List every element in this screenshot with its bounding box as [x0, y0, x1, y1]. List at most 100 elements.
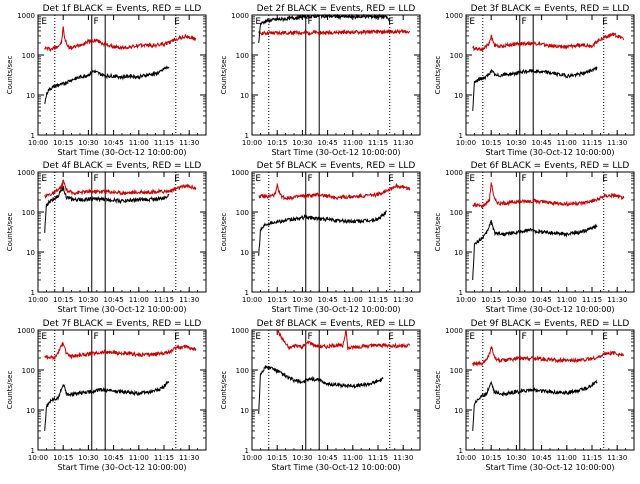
x-tick-label: 10:30	[506, 454, 526, 462]
x-tick-label: 10:45	[318, 139, 338, 147]
x-tick-label: 10:00	[456, 296, 476, 304]
x-tick-label: 10:15	[267, 296, 287, 304]
y-tick-label: 1	[31, 132, 35, 140]
y-tick-label: 1	[245, 132, 249, 140]
flag-label: E	[469, 174, 475, 184]
x-tick-label: 10:30	[292, 296, 312, 304]
flag-label: E	[174, 332, 180, 342]
x-tick-label: 10:00	[456, 139, 476, 147]
x-tick-label: 11:15	[154, 139, 174, 147]
y-tick-label: 10	[454, 249, 463, 257]
x-tick-label: 11:15	[582, 454, 602, 462]
lld-series-line	[44, 26, 197, 53]
x-axis-label: Start Time (30-Oct-12 10:00:00)	[271, 148, 400, 157]
y-tick-label: 100	[22, 367, 35, 375]
flag-label: E	[41, 332, 47, 342]
events-series-line	[258, 365, 384, 414]
x-tick-label: 11:15	[368, 454, 388, 462]
x-tick-label: 11:30	[393, 139, 413, 147]
x-tick-label: 10:00	[242, 296, 262, 304]
y-tick-label: 10	[240, 407, 249, 415]
lld-series-line	[472, 345, 625, 367]
y-axis-label: Counts/sec	[434, 56, 442, 95]
x-tick-label: 10:15	[267, 139, 287, 147]
x-tick-label: 10:30	[292, 139, 312, 147]
plot-frame	[251, 329, 421, 451]
x-axis-label: Start Time (30-Oct-12 10:00:00)	[485, 463, 614, 472]
lld-series-line	[276, 329, 411, 351]
flag-label: F	[307, 174, 312, 184]
x-axis-label: Start Time (30-Oct-12 10:00:00)	[271, 463, 400, 472]
x-tick-label: 10:00	[28, 139, 48, 147]
x-tick-label: 10:45	[104, 296, 124, 304]
events-series-line	[44, 380, 170, 431]
y-tick-label: 100	[22, 209, 35, 217]
x-tick-label: 11:30	[179, 139, 199, 147]
events-series-line	[258, 13, 391, 44]
y-tick-label: 1000	[231, 12, 249, 20]
x-tick-label: 10:30	[292, 454, 312, 462]
events-series-line	[258, 210, 387, 256]
lld-series-line	[258, 182, 411, 202]
x-tick-label: 11:00	[343, 454, 363, 462]
x-tick-label: 10:15	[53, 296, 73, 304]
x-axis-label: Start Time (30-Oct-12 10:00:00)	[57, 305, 186, 314]
y-axis-label: Counts/sec	[220, 213, 228, 252]
x-tick-label: 11:30	[393, 454, 413, 462]
flag-label: F	[93, 332, 98, 342]
x-tick-label: 10:30	[78, 139, 98, 147]
y-tick-label: 100	[450, 367, 463, 375]
panel-title: Det 3f BLACK = Events, RED = LLD	[471, 4, 630, 14]
flag-label: E	[388, 332, 394, 342]
y-tick-label: 1000	[17, 169, 35, 177]
flag-label: E	[41, 17, 47, 27]
y-tick-label: 10	[26, 92, 35, 100]
y-tick-label: 100	[236, 367, 249, 375]
flag-label: E	[469, 332, 475, 342]
x-tick-label: 10:45	[318, 454, 338, 462]
x-tick-label: 11:15	[368, 139, 388, 147]
y-axis-label: Counts/sec	[434, 213, 442, 252]
x-tick-label: 10:45	[532, 139, 552, 147]
panel-det-4: Det 4f BLACK = Events, RED = LLD Counts/s…	[6, 161, 207, 314]
y-tick-label: 1	[459, 447, 463, 455]
x-tick-label: 10:00	[28, 454, 48, 462]
panel-det-7: Det 7f BLACK = Events, RED = LLD Counts/s…	[6, 319, 207, 472]
x-tick-label: 10:00	[28, 296, 48, 304]
panel-title: Det 9f BLACK = Events, RED = LLD	[471, 319, 630, 329]
panel-det-5: Det 5f BLACK = Events, RED = LLD Counts/s…	[220, 161, 421, 314]
flag-label: E	[388, 17, 394, 27]
y-axis-label: Counts/sec	[220, 371, 228, 410]
flag-label: F	[521, 174, 526, 184]
panel-det-6: Det 6f BLACK = Events, RED = LLD Counts/s…	[434, 161, 635, 314]
flag-label: F	[307, 332, 312, 342]
y-tick-label: 1	[459, 289, 463, 297]
x-tick-label: 11:15	[582, 139, 602, 147]
events-series-line	[472, 379, 598, 431]
x-tick-label: 11:30	[393, 296, 413, 304]
panel-title: Det 7f BLACK = Events, RED = LLD	[43, 319, 202, 329]
events-series-line	[44, 185, 170, 233]
x-tick-label: 11:00	[343, 296, 363, 304]
lld-series-line	[44, 342, 197, 361]
panel-det-1: Det 1f BLACK = Events, RED = LLD Counts/s…	[6, 4, 207, 157]
events-series-line	[472, 65, 598, 111]
x-tick-label: 11:30	[179, 454, 199, 462]
flag-label: F	[521, 332, 526, 342]
x-axis-label: Start Time (30-Oct-12 10:00:00)	[485, 305, 614, 314]
y-axis-label: Counts/sec	[434, 371, 442, 410]
y-tick-label: 1	[31, 289, 35, 297]
x-tick-label: 10:45	[104, 454, 124, 462]
plot-frame	[251, 171, 421, 293]
panel-det-9: Det 9f BLACK = Events, RED = LLD Counts/s…	[434, 319, 635, 472]
flag-label: E	[602, 174, 608, 184]
x-tick-label: 11:30	[179, 296, 199, 304]
x-tick-label: 11:00	[343, 139, 363, 147]
y-tick-label: 100	[236, 209, 249, 217]
x-tick-label: 10:45	[104, 139, 124, 147]
x-tick-label: 11:30	[607, 139, 627, 147]
y-tick-label: 10	[26, 249, 35, 257]
y-tick-label: 100	[450, 209, 463, 217]
panel-title: Det 2f BLACK = Events, RED = LLD	[257, 4, 416, 14]
x-tick-label: 11:00	[129, 296, 149, 304]
